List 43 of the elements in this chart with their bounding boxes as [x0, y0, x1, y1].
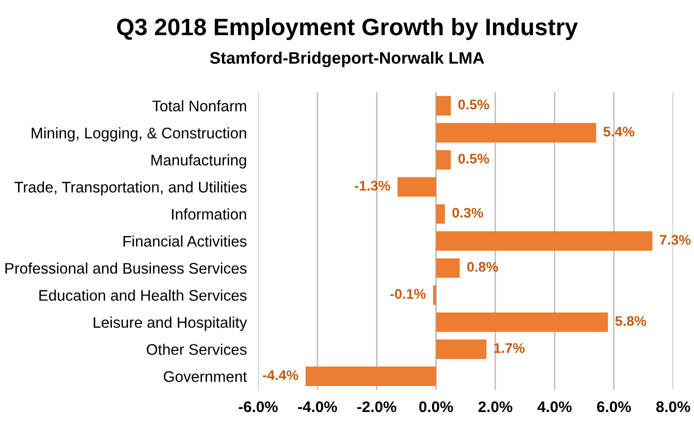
y-tick-label: Mining, Logging, & Construction: [32, 127, 246, 142]
y-tick-label: Manufacturing: [152, 154, 246, 169]
y-tick-label: Professional and Business Services: [5, 262, 247, 274]
chart-title: Q3 2018 Employment Growth by Industry: [117, 18, 578, 40]
data-label: 0.8%: [467, 262, 498, 272]
bar: [436, 340, 486, 359]
x-tick-label: 0.0%: [419, 401, 454, 412]
data-label: -0.1%: [390, 289, 426, 299]
x-tick-label: -6.0%: [238, 401, 278, 412]
y-tick-label: Financial Activities: [123, 235, 247, 247]
y-tick-label: Total Nonfarm: [152, 100, 246, 112]
data-label: 0.3%: [452, 208, 484, 218]
data-label: 0.5%: [458, 154, 490, 164]
data-label: 5.8%: [615, 316, 646, 326]
chart-subtitle: Stamford-Bridgeport-Norwalk LMA: [210, 52, 484, 68]
bar: [436, 123, 596, 143]
y-tick-label: Leisure and Hospitality: [94, 316, 248, 331]
y-tick-label: Other Services: [146, 344, 247, 355]
x-tick-label: 2.0%: [478, 401, 512, 412]
bar: [436, 96, 451, 116]
data-label: -4.4%: [262, 370, 298, 380]
bar: [436, 312, 608, 332]
data-label: 5.4%: [603, 126, 634, 137]
x-tick-label: 4.0%: [537, 401, 572, 412]
y-tick-label: Information: [172, 208, 246, 220]
bar: [433, 285, 436, 305]
bar: [436, 258, 460, 278]
data-label: 0.5%: [458, 100, 490, 110]
x-tick-label: 6.0%: [597, 401, 631, 412]
x-tick-label: -4.0%: [298, 401, 338, 412]
y-tick-label: Government: [164, 371, 247, 382]
x-tick-label: 8.0%: [656, 401, 690, 412]
data-label: -1.3%: [354, 180, 390, 191]
x-tick-label: -2.0%: [357, 401, 396, 412]
bar: [436, 150, 451, 170]
data-label: 1.7%: [494, 343, 525, 353]
y-tick-label: Education and Health Services: [39, 290, 247, 301]
bar: [436, 204, 445, 224]
bar: [397, 177, 436, 197]
data-label: 7.3%: [660, 234, 691, 245]
bar: [306, 366, 436, 386]
bar: [436, 231, 652, 251]
y-tick-label: Trade, Transportation, and Utilities: [14, 181, 247, 196]
